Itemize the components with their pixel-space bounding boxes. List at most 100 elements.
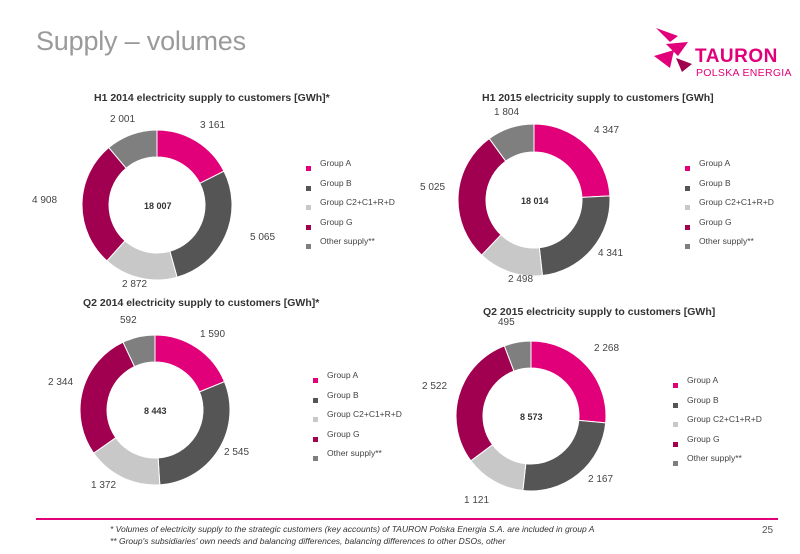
data-label: 2 498	[508, 274, 533, 285]
donut-slice	[169, 170, 233, 278]
data-label: 3 161	[200, 120, 225, 131]
legend-swatch	[313, 436, 318, 442]
legend-label: Group A	[687, 375, 719, 385]
data-label: 2 268	[594, 343, 619, 354]
donut-slice	[79, 341, 136, 454]
data-label: 5 065	[250, 232, 275, 243]
legend-label: Group G	[699, 216, 732, 227]
footnote-key-accounts: * Volumes of electricity supply to the s…	[110, 524, 595, 534]
legend-label: Other supply**	[687, 453, 742, 463]
data-label: 2 167	[588, 474, 613, 485]
legend-label: Group B	[687, 394, 719, 405]
chart-total: 18 014	[521, 196, 549, 206]
legend-label: Group A	[699, 158, 731, 168]
legend-swatch	[673, 402, 678, 408]
chart-title: Q2 2015 electricity supply to customers …	[483, 306, 716, 318]
legend-swatch	[306, 166, 311, 171]
legend-label: Other supply**	[699, 236, 754, 246]
chart-title: Q2 2014 electricity supply to customers …	[83, 297, 320, 309]
legend-label: Other supply**	[327, 448, 382, 458]
legend-label: Group C2+C1+R+D	[699, 197, 774, 207]
donut-slice	[480, 234, 544, 277]
legend-swatch	[313, 456, 318, 461]
legend-swatch	[685, 205, 690, 210]
legend-label: Other supply**	[320, 236, 375, 246]
donut-slice	[156, 129, 225, 185]
legend-label: Group C2+C1+R+D	[327, 409, 402, 419]
legend-label: Group G	[327, 428, 360, 439]
data-label: 4 908	[32, 195, 57, 206]
data-label: 4 347	[594, 125, 619, 136]
donut-slice	[530, 340, 607, 424]
legend-swatch	[685, 185, 690, 191]
donut-slice	[488, 123, 535, 162]
donut-slice	[533, 123, 611, 198]
data-label: 592	[120, 315, 137, 326]
legend-swatch	[673, 461, 678, 466]
data-label: 2 001	[110, 114, 135, 125]
donut-slice	[503, 340, 532, 372]
donut-slice	[457, 137, 507, 256]
data-label: 1 804	[494, 107, 519, 118]
legend-label: Group A	[327, 370, 359, 380]
data-label: 1 590	[200, 329, 225, 340]
data-label: 5 025	[420, 182, 445, 193]
data-label: 1 121	[464, 495, 489, 506]
legend-swatch	[673, 441, 678, 447]
page-number: 25	[762, 525, 774, 536]
data-label: 2 872	[122, 279, 147, 290]
donut-slice	[108, 129, 158, 169]
legend-swatch	[685, 166, 690, 171]
donut-slice	[538, 195, 611, 277]
data-label: 2 522	[422, 381, 447, 392]
legend-swatch	[685, 244, 690, 249]
chart-title: H1 2014 electricity supply to customers …	[94, 92, 330, 104]
legend-label: Group A	[320, 158, 352, 168]
chart-title: H1 2015 electricity supply to customers …	[482, 92, 714, 104]
donut-slice	[81, 146, 127, 262]
donut-slice	[455, 345, 515, 462]
donut-slice	[157, 381, 231, 486]
data-label: 1 372	[91, 480, 116, 491]
legend-label: Group B	[320, 177, 352, 188]
chart-total: 18 007	[144, 201, 172, 211]
donut-slice	[122, 334, 156, 368]
legend-swatch	[673, 422, 678, 427]
tauron-logo-icon	[654, 28, 692, 72]
chart-total: 8 443	[144, 406, 167, 416]
data-label: 2 344	[48, 377, 73, 388]
legend-swatch	[673, 383, 678, 388]
legend-swatch	[313, 417, 318, 422]
donut-slice	[470, 443, 527, 492]
legend-swatch	[306, 244, 311, 249]
legend-label: Group C2+C1+R+D	[320, 197, 395, 207]
footnote-other-supply: ** Group's subsidiaries' own needs and b…	[110, 536, 506, 546]
donut-slice	[106, 240, 178, 281]
legend-label: Group B	[699, 177, 731, 188]
donut-slice	[522, 419, 607, 492]
legend-label: Group G	[687, 433, 720, 444]
logo-subtitle: POLSKA ENERGIA	[696, 67, 792, 79]
logo-name: TAURON	[695, 46, 778, 67]
legend-swatch	[306, 185, 311, 191]
legend-swatch	[685, 224, 690, 230]
donut-slice	[93, 436, 161, 486]
chart-total: 8 573	[520, 412, 543, 422]
data-label: 4 341	[598, 248, 623, 259]
legend-swatch	[306, 205, 311, 210]
data-label: 2 545	[224, 447, 249, 458]
legend-label: Group C2+C1+R+D	[687, 414, 762, 424]
legend-label: Group B	[327, 389, 359, 400]
data-label: 495	[498, 317, 515, 328]
legend-swatch	[313, 397, 318, 403]
legend-swatch	[313, 378, 318, 383]
page-title: Supply – volumes	[36, 26, 246, 56]
legend-label: Group G	[320, 216, 353, 227]
donut-slice	[154, 334, 226, 393]
legend-swatch	[306, 224, 311, 230]
footer-divider	[36, 518, 778, 520]
